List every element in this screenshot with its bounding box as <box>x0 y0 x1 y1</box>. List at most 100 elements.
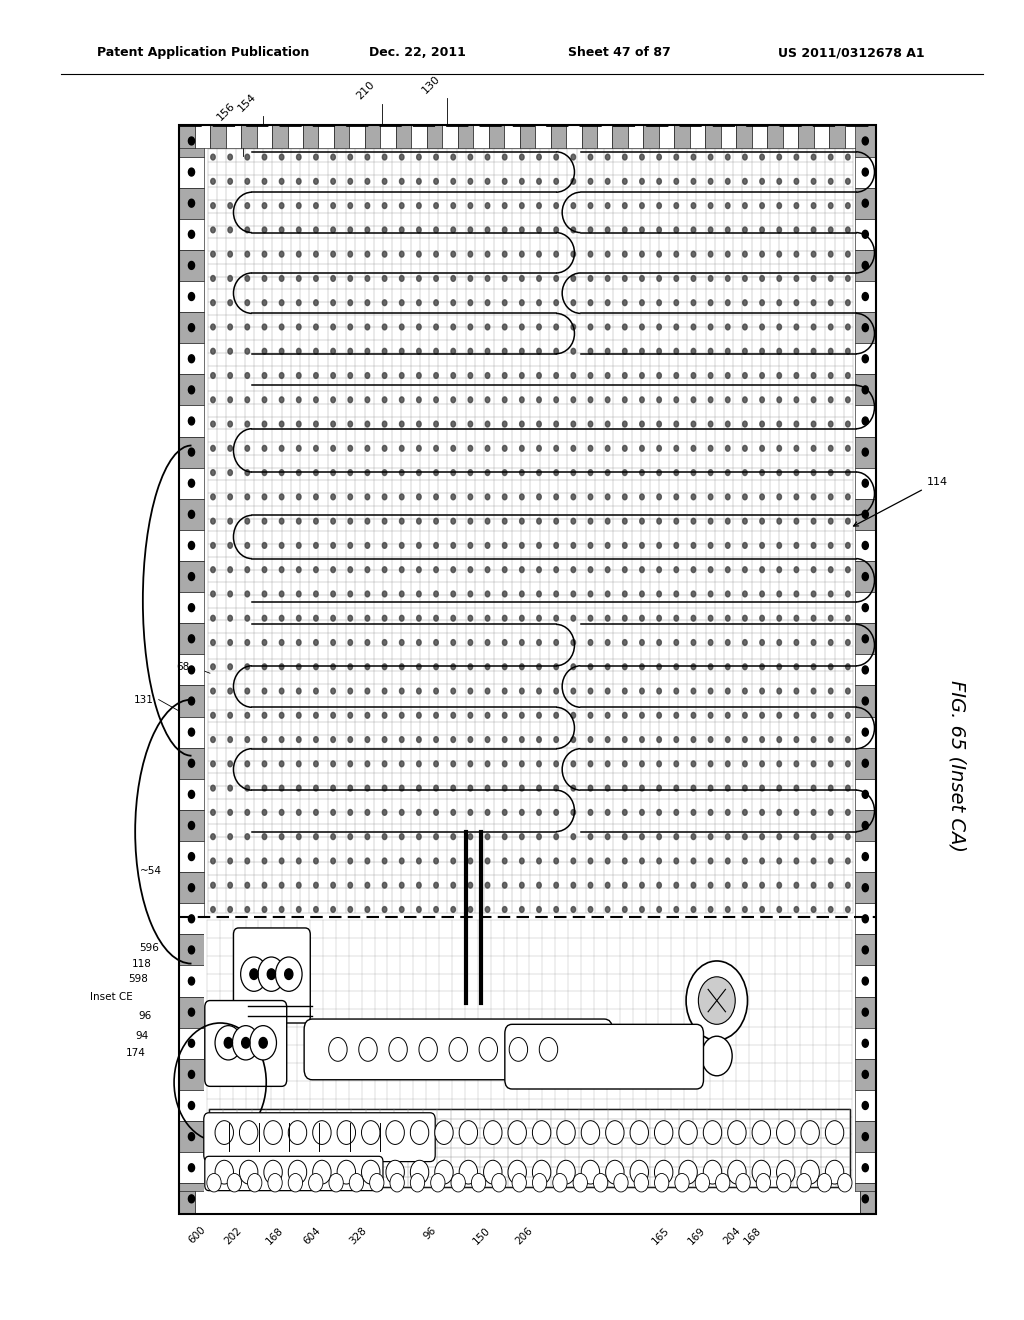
Circle shape <box>492 1173 506 1192</box>
Circle shape <box>366 566 370 573</box>
Circle shape <box>742 543 748 548</box>
Circle shape <box>588 519 593 524</box>
Circle shape <box>297 154 301 160</box>
Circle shape <box>519 566 524 573</box>
Bar <box>488 125 504 148</box>
Circle shape <box>280 713 284 718</box>
Circle shape <box>331 203 335 209</box>
Circle shape <box>656 325 662 330</box>
Circle shape <box>760 300 764 306</box>
Circle shape <box>623 421 627 426</box>
Circle shape <box>554 809 558 816</box>
Circle shape <box>674 615 679 622</box>
Circle shape <box>468 907 473 912</box>
Bar <box>288 1191 303 1214</box>
Circle shape <box>468 300 473 306</box>
Circle shape <box>245 154 250 160</box>
Circle shape <box>262 325 266 330</box>
Circle shape <box>348 154 352 160</box>
Circle shape <box>485 227 489 232</box>
Circle shape <box>417 300 421 306</box>
FancyBboxPatch shape <box>233 928 310 1023</box>
Bar <box>855 219 876 249</box>
Circle shape <box>760 713 764 718</box>
Circle shape <box>297 713 301 718</box>
Circle shape <box>451 421 456 426</box>
Circle shape <box>656 858 662 863</box>
Circle shape <box>503 858 507 863</box>
Circle shape <box>588 809 593 816</box>
Circle shape <box>228 882 232 888</box>
Circle shape <box>267 969 275 979</box>
Text: 206: 206 <box>514 1225 535 1246</box>
Circle shape <box>519 615 524 622</box>
Circle shape <box>537 882 542 888</box>
Circle shape <box>554 737 558 742</box>
Circle shape <box>760 664 764 669</box>
Circle shape <box>468 640 473 645</box>
Circle shape <box>709 713 713 718</box>
Circle shape <box>862 884 868 892</box>
Circle shape <box>382 688 387 694</box>
Circle shape <box>211 737 215 742</box>
Text: 174: 174 <box>655 1032 673 1040</box>
Circle shape <box>623 203 627 209</box>
Circle shape <box>313 834 318 840</box>
Circle shape <box>623 664 627 669</box>
Circle shape <box>846 227 850 232</box>
Circle shape <box>297 227 301 232</box>
Bar <box>412 1191 427 1214</box>
Circle shape <box>801 1160 819 1184</box>
Bar <box>855 125 876 157</box>
Circle shape <box>862 293 868 301</box>
Circle shape <box>331 325 335 330</box>
Circle shape <box>691 154 695 160</box>
Bar <box>349 1191 365 1214</box>
Circle shape <box>485 566 489 573</box>
Circle shape <box>519 834 524 840</box>
Circle shape <box>297 325 301 330</box>
Bar <box>855 312 876 343</box>
Circle shape <box>726 178 730 185</box>
Circle shape <box>656 178 662 185</box>
Circle shape <box>537 737 542 742</box>
Circle shape <box>503 154 507 160</box>
Text: Patent Application Publication: Patent Application Publication <box>97 46 309 59</box>
Circle shape <box>434 227 438 232</box>
Circle shape <box>503 372 507 379</box>
Circle shape <box>709 907 713 912</box>
Bar <box>782 125 798 148</box>
Circle shape <box>228 566 232 573</box>
Circle shape <box>846 688 850 694</box>
Circle shape <box>726 785 730 791</box>
Circle shape <box>313 372 318 379</box>
Circle shape <box>709 348 713 354</box>
Circle shape <box>348 543 352 548</box>
Circle shape <box>760 276 764 281</box>
Circle shape <box>485 785 489 791</box>
Circle shape <box>366 300 370 306</box>
Bar <box>318 125 334 148</box>
Circle shape <box>588 227 593 232</box>
Circle shape <box>451 640 456 645</box>
Circle shape <box>399 785 404 791</box>
Circle shape <box>862 915 868 923</box>
Bar <box>179 1028 204 1059</box>
Circle shape <box>331 566 335 573</box>
Circle shape <box>512 1173 526 1192</box>
Circle shape <box>540 1038 558 1061</box>
Circle shape <box>228 494 232 500</box>
Bar <box>855 1059 876 1090</box>
Circle shape <box>742 615 748 622</box>
Circle shape <box>503 566 507 573</box>
Circle shape <box>313 543 318 548</box>
Circle shape <box>537 713 542 718</box>
Circle shape <box>399 445 404 451</box>
Circle shape <box>605 688 610 694</box>
Bar <box>829 1191 845 1214</box>
Circle shape <box>742 397 748 403</box>
Circle shape <box>451 325 456 330</box>
Circle shape <box>777 178 781 185</box>
Circle shape <box>862 1195 868 1203</box>
Circle shape <box>709 470 713 475</box>
